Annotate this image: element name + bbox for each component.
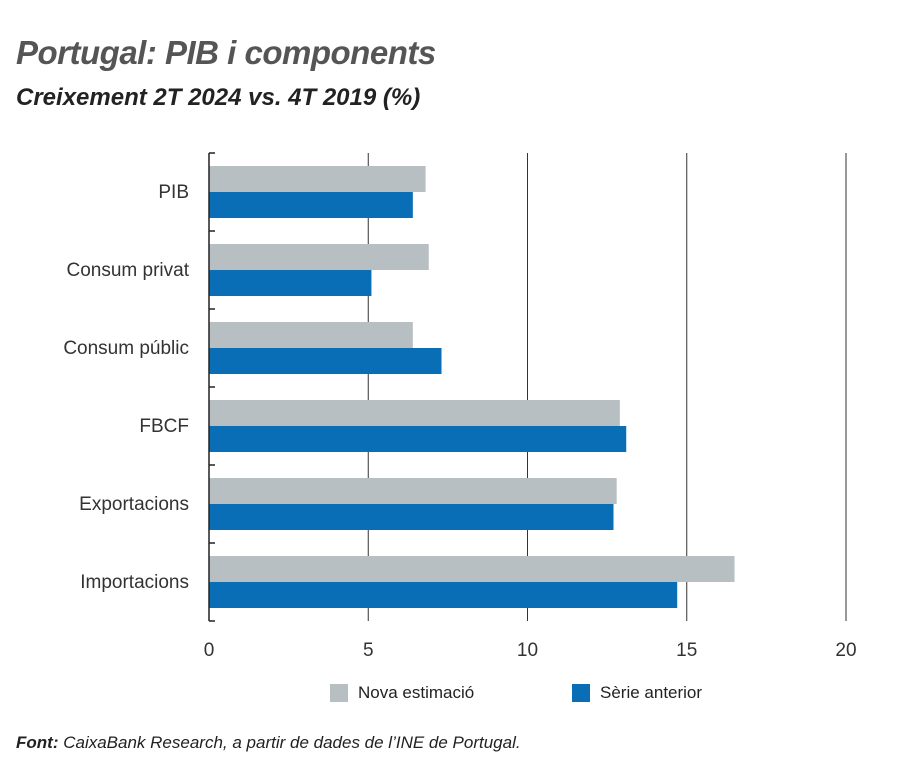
legend-item-nova: Nova estimació <box>330 683 474 703</box>
x-tick-label: 15 <box>676 640 697 661</box>
bar-serie-anterior <box>209 192 413 218</box>
x-tick-label: 5 <box>363 640 374 661</box>
bar-serie-anterior <box>209 426 627 452</box>
category-label: Importacions <box>80 572 189 593</box>
bar-nova-estimacio <box>209 244 429 270</box>
source-text: CaixaBank Research, a partir de dades de… <box>63 733 521 752</box>
legend-label-anterior: Sèrie anterior <box>600 683 703 702</box>
bar-nova-estimacio <box>209 400 620 426</box>
bar-serie-anterior <box>209 348 442 374</box>
chart-subtitle: Creixement 2T 2024 vs. 4T 2019 (%) <box>16 84 421 111</box>
legend-label-nova: Nova estimació <box>358 683 475 702</box>
source-label: Font: <box>16 733 59 752</box>
legend-swatch-nova <box>330 684 348 702</box>
chart-title: Portugal: PIB i components <box>16 34 436 71</box>
bar-nova-estimacio <box>209 166 426 192</box>
bar-serie-anterior <box>209 582 678 608</box>
legend-item-anterior: Sèrie anterior <box>572 683 702 703</box>
category-label: FBCF <box>139 416 189 437</box>
category-label: Exportacions <box>79 494 189 515</box>
bar-nova-estimacio <box>209 556 735 582</box>
category-label: Consum públic <box>63 338 189 359</box>
category-label: PIB <box>158 182 189 203</box>
bar-serie-anterior <box>209 270 372 296</box>
x-tick-label: 0 <box>204 640 215 661</box>
x-tick-label: 10 <box>517 640 538 661</box>
bar-nova-estimacio <box>209 478 617 504</box>
bar-nova-estimacio <box>209 322 413 348</box>
source-note: Font: CaixaBank Research, a partir de da… <box>16 733 521 753</box>
legend-swatch-anterior <box>572 684 590 702</box>
bar-serie-anterior <box>209 504 614 530</box>
category-label: Consum privat <box>67 260 190 281</box>
x-tick-label: 20 <box>835 640 856 661</box>
